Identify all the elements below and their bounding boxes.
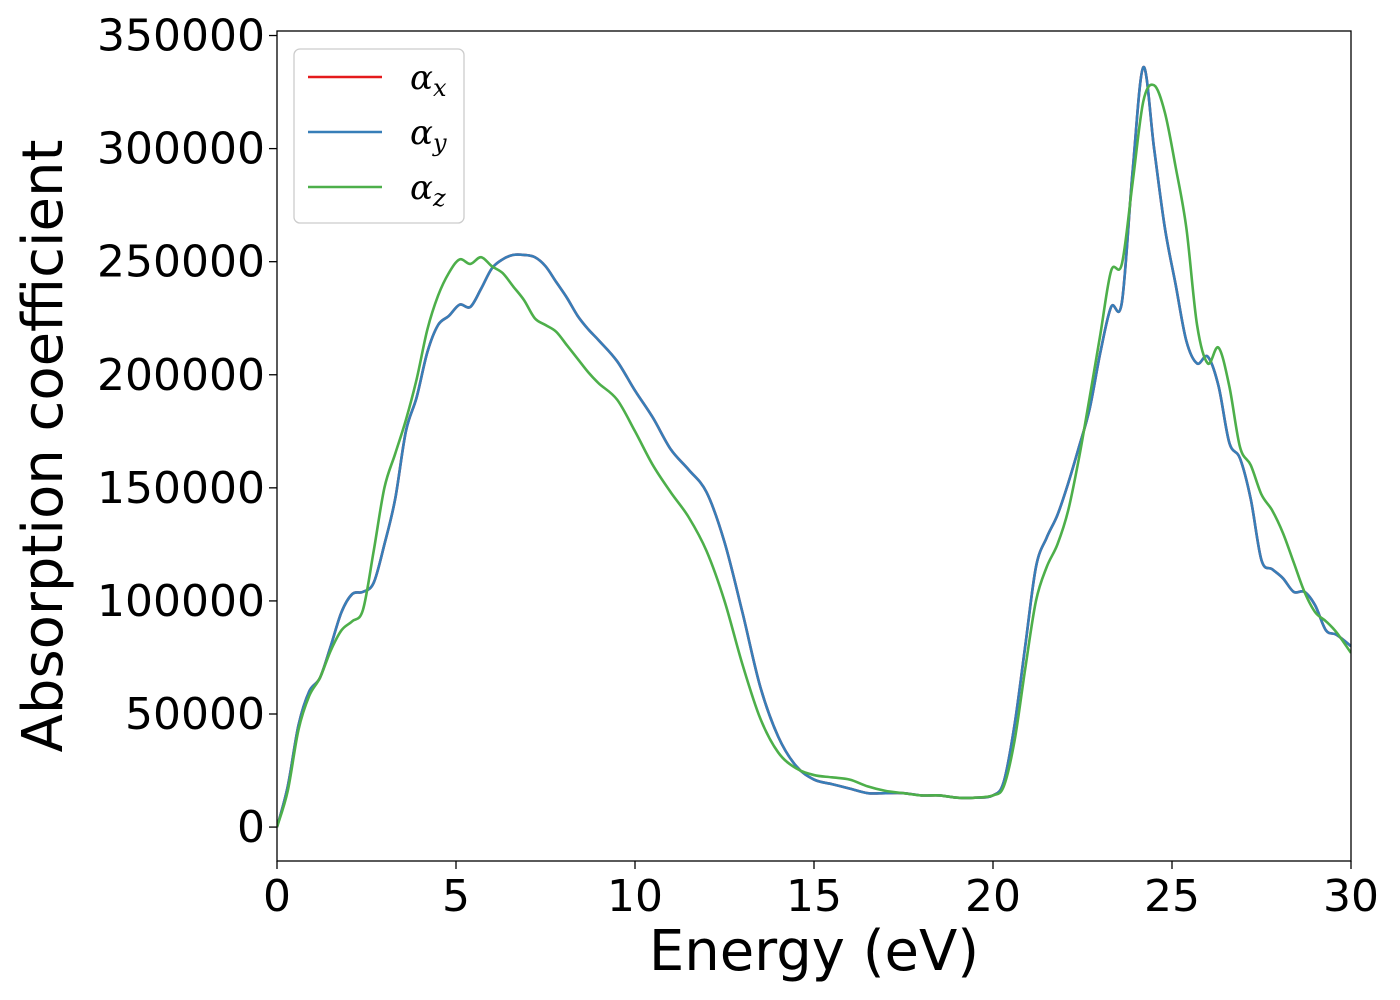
x-tick-label: 25 bbox=[1144, 871, 1200, 922]
legend: αx αy αz bbox=[293, 48, 465, 224]
legend-label-alpha-y: αy bbox=[410, 113, 447, 157]
x-axis-label: Energy (eV) bbox=[649, 919, 979, 984]
plot-frame bbox=[276, 30, 1352, 862]
legend-box bbox=[293, 48, 465, 224]
y-tick-label: 100000 bbox=[97, 576, 265, 627]
y-tick-label: 300000 bbox=[97, 124, 265, 175]
x-axis-ticks: 0 5 10 15 20 25 30 bbox=[263, 861, 1379, 922]
y-tick-label: 200000 bbox=[97, 350, 265, 401]
x-tick-label: 30 bbox=[1323, 871, 1379, 922]
y-tick-label: 350000 bbox=[97, 11, 265, 62]
y-axis-label: Absorption coefficient bbox=[11, 140, 76, 753]
y-tick-label: 0 bbox=[237, 802, 265, 853]
series-line-alpha-y bbox=[277, 65, 1351, 828]
y-tick-label: 150000 bbox=[97, 463, 265, 514]
x-tick-label: 0 bbox=[263, 871, 291, 922]
x-tick-label: 5 bbox=[442, 871, 470, 922]
plot-area bbox=[277, 65, 1351, 828]
series-line-alpha-z bbox=[277, 83, 1351, 828]
y-tick-label: 50000 bbox=[125, 689, 265, 740]
legend-label-alpha-x: αx bbox=[410, 58, 447, 102]
x-tick-label: 10 bbox=[607, 871, 663, 922]
y-tick-label: 250000 bbox=[97, 237, 265, 288]
x-tick-label: 15 bbox=[786, 871, 842, 922]
y-axis-ticks: 0 50000 100000 150000 200000 250000 300000 3500… bbox=[97, 11, 277, 853]
legend-label-alpha-z: αz bbox=[410, 168, 446, 212]
x-tick-label: 20 bbox=[965, 871, 1021, 922]
